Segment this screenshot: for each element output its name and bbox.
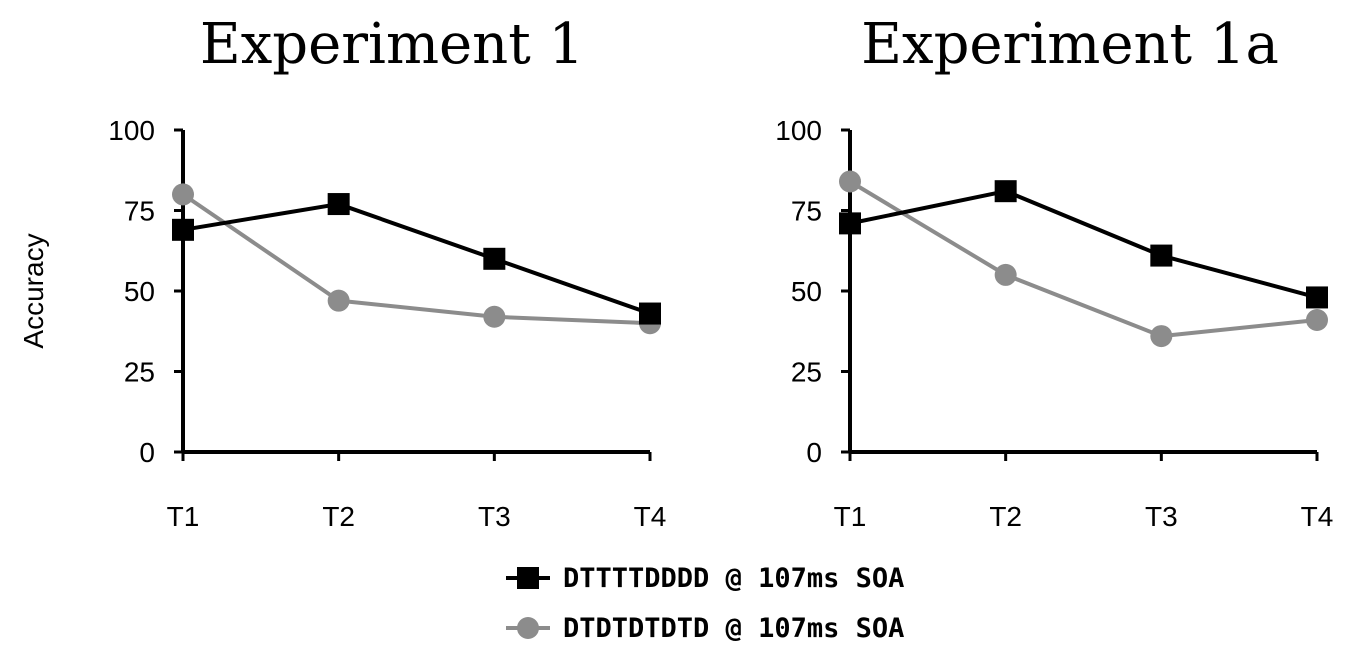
legend-marker-square [517, 567, 539, 589]
legend-label-series-2: DTDTDTDTD @ 107ms SOA [563, 613, 904, 644]
data-point-circle [839, 170, 861, 193]
data-point-square [483, 247, 506, 270]
legend: DTTTTDDDD @ 107ms SOA DTDTDTDTD @ 107ms … [506, 563, 904, 644]
y-tick-label: 25 [791, 357, 822, 388]
y-tick-label: 0 [139, 437, 155, 468]
x-tick-label: T3 [478, 501, 511, 532]
data-point-circle [994, 263, 1017, 286]
chart-panel-experiment-1a: Experiment 1a 0 25 50 75 100 T1 T2 T3 T4 [775, 12, 1333, 532]
y-tick-label: 75 [124, 196, 155, 227]
y-tick-label: 0 [806, 437, 822, 468]
data-point-circle [1306, 308, 1328, 331]
chart-panel-experiment-1: Experiment 1 Accuracy 0 25 50 75 100 T1 T2 T3 T4 [18, 12, 666, 532]
series-line-1 [182, 202, 651, 316]
data-point-square [839, 212, 861, 235]
y-tick-label: 75 [791, 196, 822, 227]
x-tick-label: T2 [989, 501, 1022, 532]
legend-entry-2: DTDTDTDTD @ 107ms SOA [506, 613, 904, 644]
x-tick-label: T2 [322, 501, 355, 532]
data-point-circle [172, 183, 194, 206]
series-line-2 [848, 179, 1318, 339]
y-tick-label: 100 [108, 115, 155, 146]
data-point-circle [1150, 325, 1173, 348]
data-point-circle [327, 289, 350, 312]
y-tick-label: 100 [775, 115, 822, 146]
x-tick-label: T4 [1301, 501, 1334, 532]
y-axis-label: Accuracy [18, 233, 49, 348]
series-line-2 [181, 192, 651, 326]
data-point-square [639, 302, 661, 325]
data-point-square [172, 218, 194, 241]
chart-title: Experiment 1a [861, 12, 1279, 77]
x-tick-label: T3 [1145, 501, 1178, 532]
data-point-square [1306, 286, 1328, 309]
series-line-1 [849, 189, 1318, 300]
x-tick-label: T1 [834, 501, 867, 532]
data-point-square [994, 180, 1017, 203]
chart-title: Experiment 1 [200, 12, 584, 77]
legend-label-series-1: DTTTTDDDD @ 107ms SOA [563, 563, 904, 594]
x-tick-label: T1 [167, 501, 200, 532]
legend-entry-1: DTTTTDDDD @ 107ms SOA [506, 563, 904, 594]
y-tick-label: 25 [124, 357, 155, 388]
data-point-square [327, 193, 350, 216]
y-tick-label: 50 [124, 276, 155, 307]
legend-marker-circle [517, 617, 539, 639]
data-point-square [1150, 244, 1173, 267]
data-point-circle [483, 305, 506, 328]
x-tick-label: T4 [634, 501, 667, 532]
y-tick-label: 50 [791, 276, 822, 307]
